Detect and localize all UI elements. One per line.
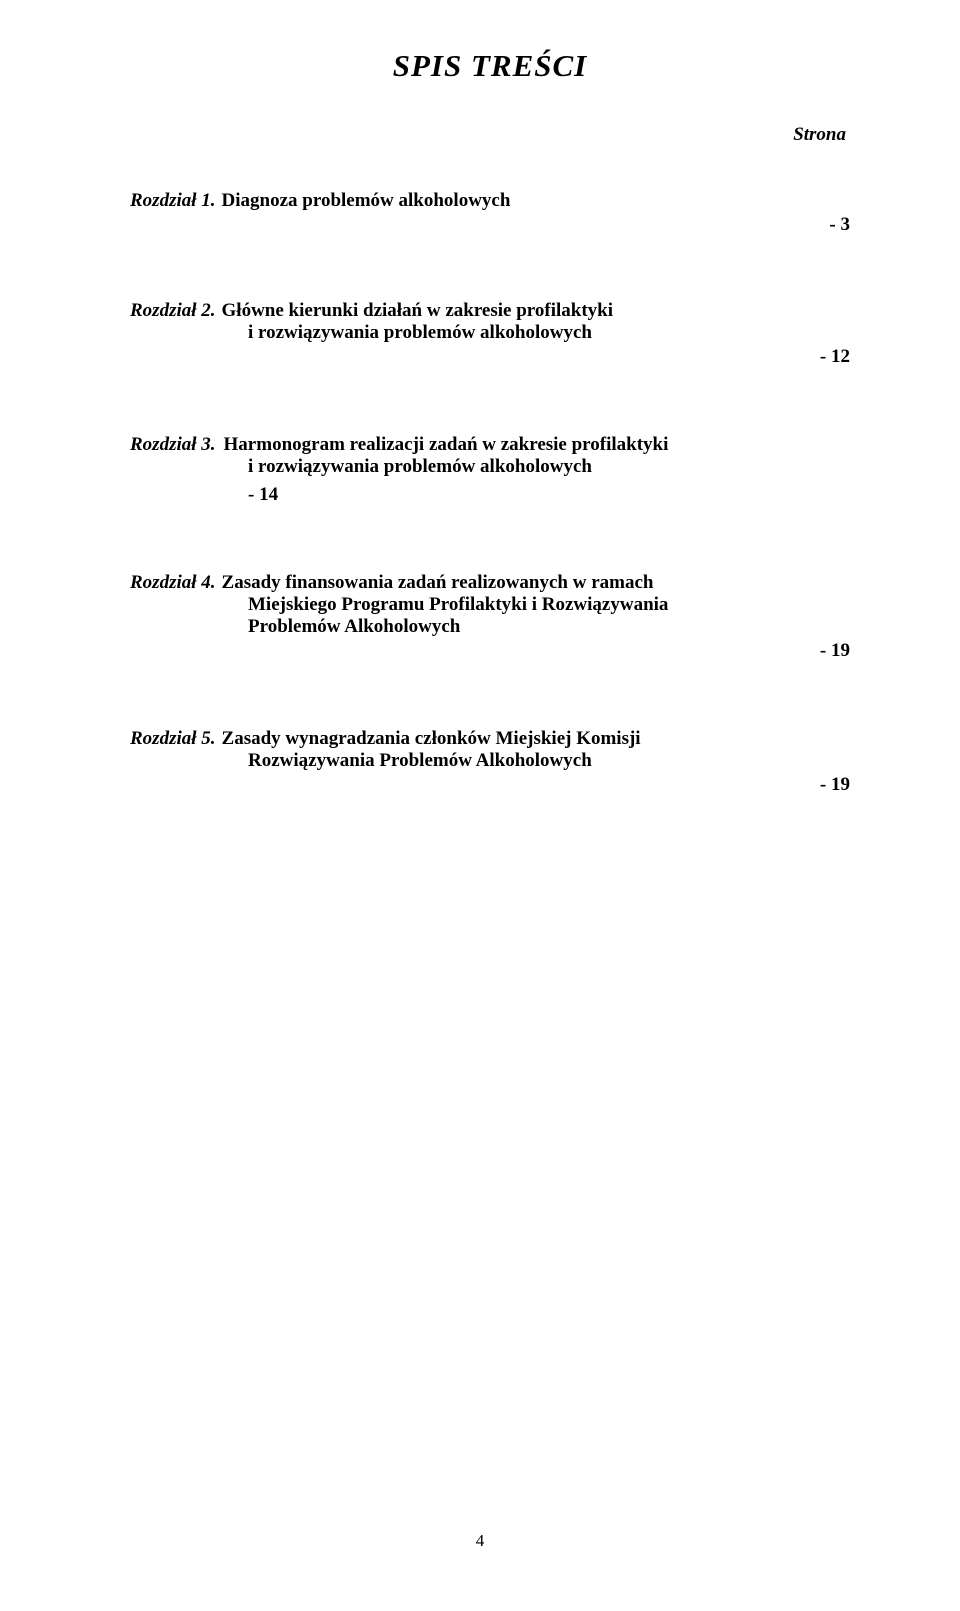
chapter-title-cont: i rozwiązywania problemów alkoholowych — [130, 456, 850, 478]
page-ref: - 19 — [130, 774, 850, 796]
chapter-title: Zasady wynagradzania członków Miejskiej … — [222, 728, 850, 750]
chapter-label: Rozdział 3. — [130, 434, 216, 456]
chapter-title: Diagnoza problemów alkoholowych — [222, 190, 850, 212]
chapter-label: Rozdział 4. — [130, 572, 216, 594]
column-header-page: Strona — [130, 124, 850, 146]
chapter-title-cont: Problemów Alkoholowych — [130, 616, 850, 638]
page-ref: - 19 — [130, 640, 850, 662]
page-ref: - 14 — [130, 484, 850, 506]
chapter-label: Rozdział 5. — [130, 728, 216, 750]
chapter-title: Zasady finansowania zadań realizowanych … — [222, 572, 850, 594]
page-ref: - 3 — [130, 214, 850, 236]
chapter-title-cont: Rozwiązywania Problemów Alkoholowych — [130, 750, 850, 772]
toc-entry: Rozdział 5. Zasady wynagradzania członkó… — [130, 728, 850, 796]
toc-entry: Rozdział 3. Harmonogram realizacji zadań… — [130, 434, 850, 506]
page-number: 4 — [0, 1531, 960, 1551]
toc-entry: Rozdział 1. Diagnoza problemów alkoholow… — [130, 190, 850, 236]
chapter-title-cont: i rozwiązywania problemów alkoholowych — [130, 322, 850, 344]
page-title: SPIS TREŚCI — [130, 48, 850, 84]
chapter-title: Harmonogram realizacji zadań w zakresie … — [224, 434, 669, 456]
page-ref: - 12 — [130, 346, 850, 368]
chapter-title-cont: Miejskiego Programu Profilaktyki i Rozwi… — [130, 594, 850, 616]
toc-entry: Rozdział 4. Zasady finansowania zadań re… — [130, 572, 850, 662]
chapter-label: Rozdział 2. — [130, 300, 216, 322]
chapter-label: Rozdział 1. — [130, 190, 216, 212]
chapter-title: Główne kierunki działań w zakresie profi… — [222, 300, 850, 322]
toc-entry: Rozdział 2. Główne kierunki działań w za… — [130, 300, 850, 368]
